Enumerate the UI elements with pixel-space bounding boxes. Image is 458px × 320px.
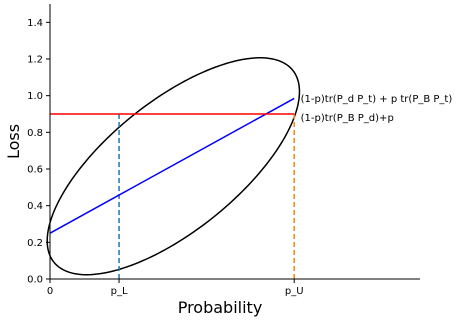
y-tick-label-0: 0.0 bbox=[27, 275, 43, 286]
y-tick-label-7: 1.4 bbox=[27, 18, 43, 29]
annotation-1: (1-p)tr(P_B P_d)+p bbox=[301, 113, 394, 124]
annotation-0: (1-p)tr(P_d P_t) + p tr(P_B P_t) bbox=[301, 94, 453, 105]
y-tick-label-5: 1.0 bbox=[27, 91, 43, 102]
x-tick-label-2: p_U bbox=[285, 286, 304, 297]
y-tick-label-4: 0.8 bbox=[27, 128, 43, 139]
y-tick-label-6: 1.2 bbox=[27, 55, 43, 66]
x-tick-label-1: p_L bbox=[111, 286, 128, 297]
labels: Probability Loss bbox=[4, 124, 262, 317]
axes: 0.0 0.2 0.4 0.6 0.8 1.0 1.2 1.4 0 p_L p_U bbox=[27, 4, 420, 297]
plot-area: (1-p)tr(P_d P_t) + p tr(P_B P_t) (1-p)tr(… bbox=[46, 57, 453, 279]
ellipse-curve bbox=[46, 57, 301, 276]
y-tick-label-3: 0.6 bbox=[27, 165, 43, 176]
series-line-0 bbox=[49, 97, 295, 234]
x-axis-label: Probability bbox=[178, 298, 263, 317]
x-tick-label-0: 0 bbox=[47, 286, 53, 297]
y-axis-label: Loss bbox=[4, 124, 23, 159]
y-tick-label-1: 0.2 bbox=[27, 238, 43, 249]
y-tick-label-2: 0.4 bbox=[27, 201, 43, 212]
